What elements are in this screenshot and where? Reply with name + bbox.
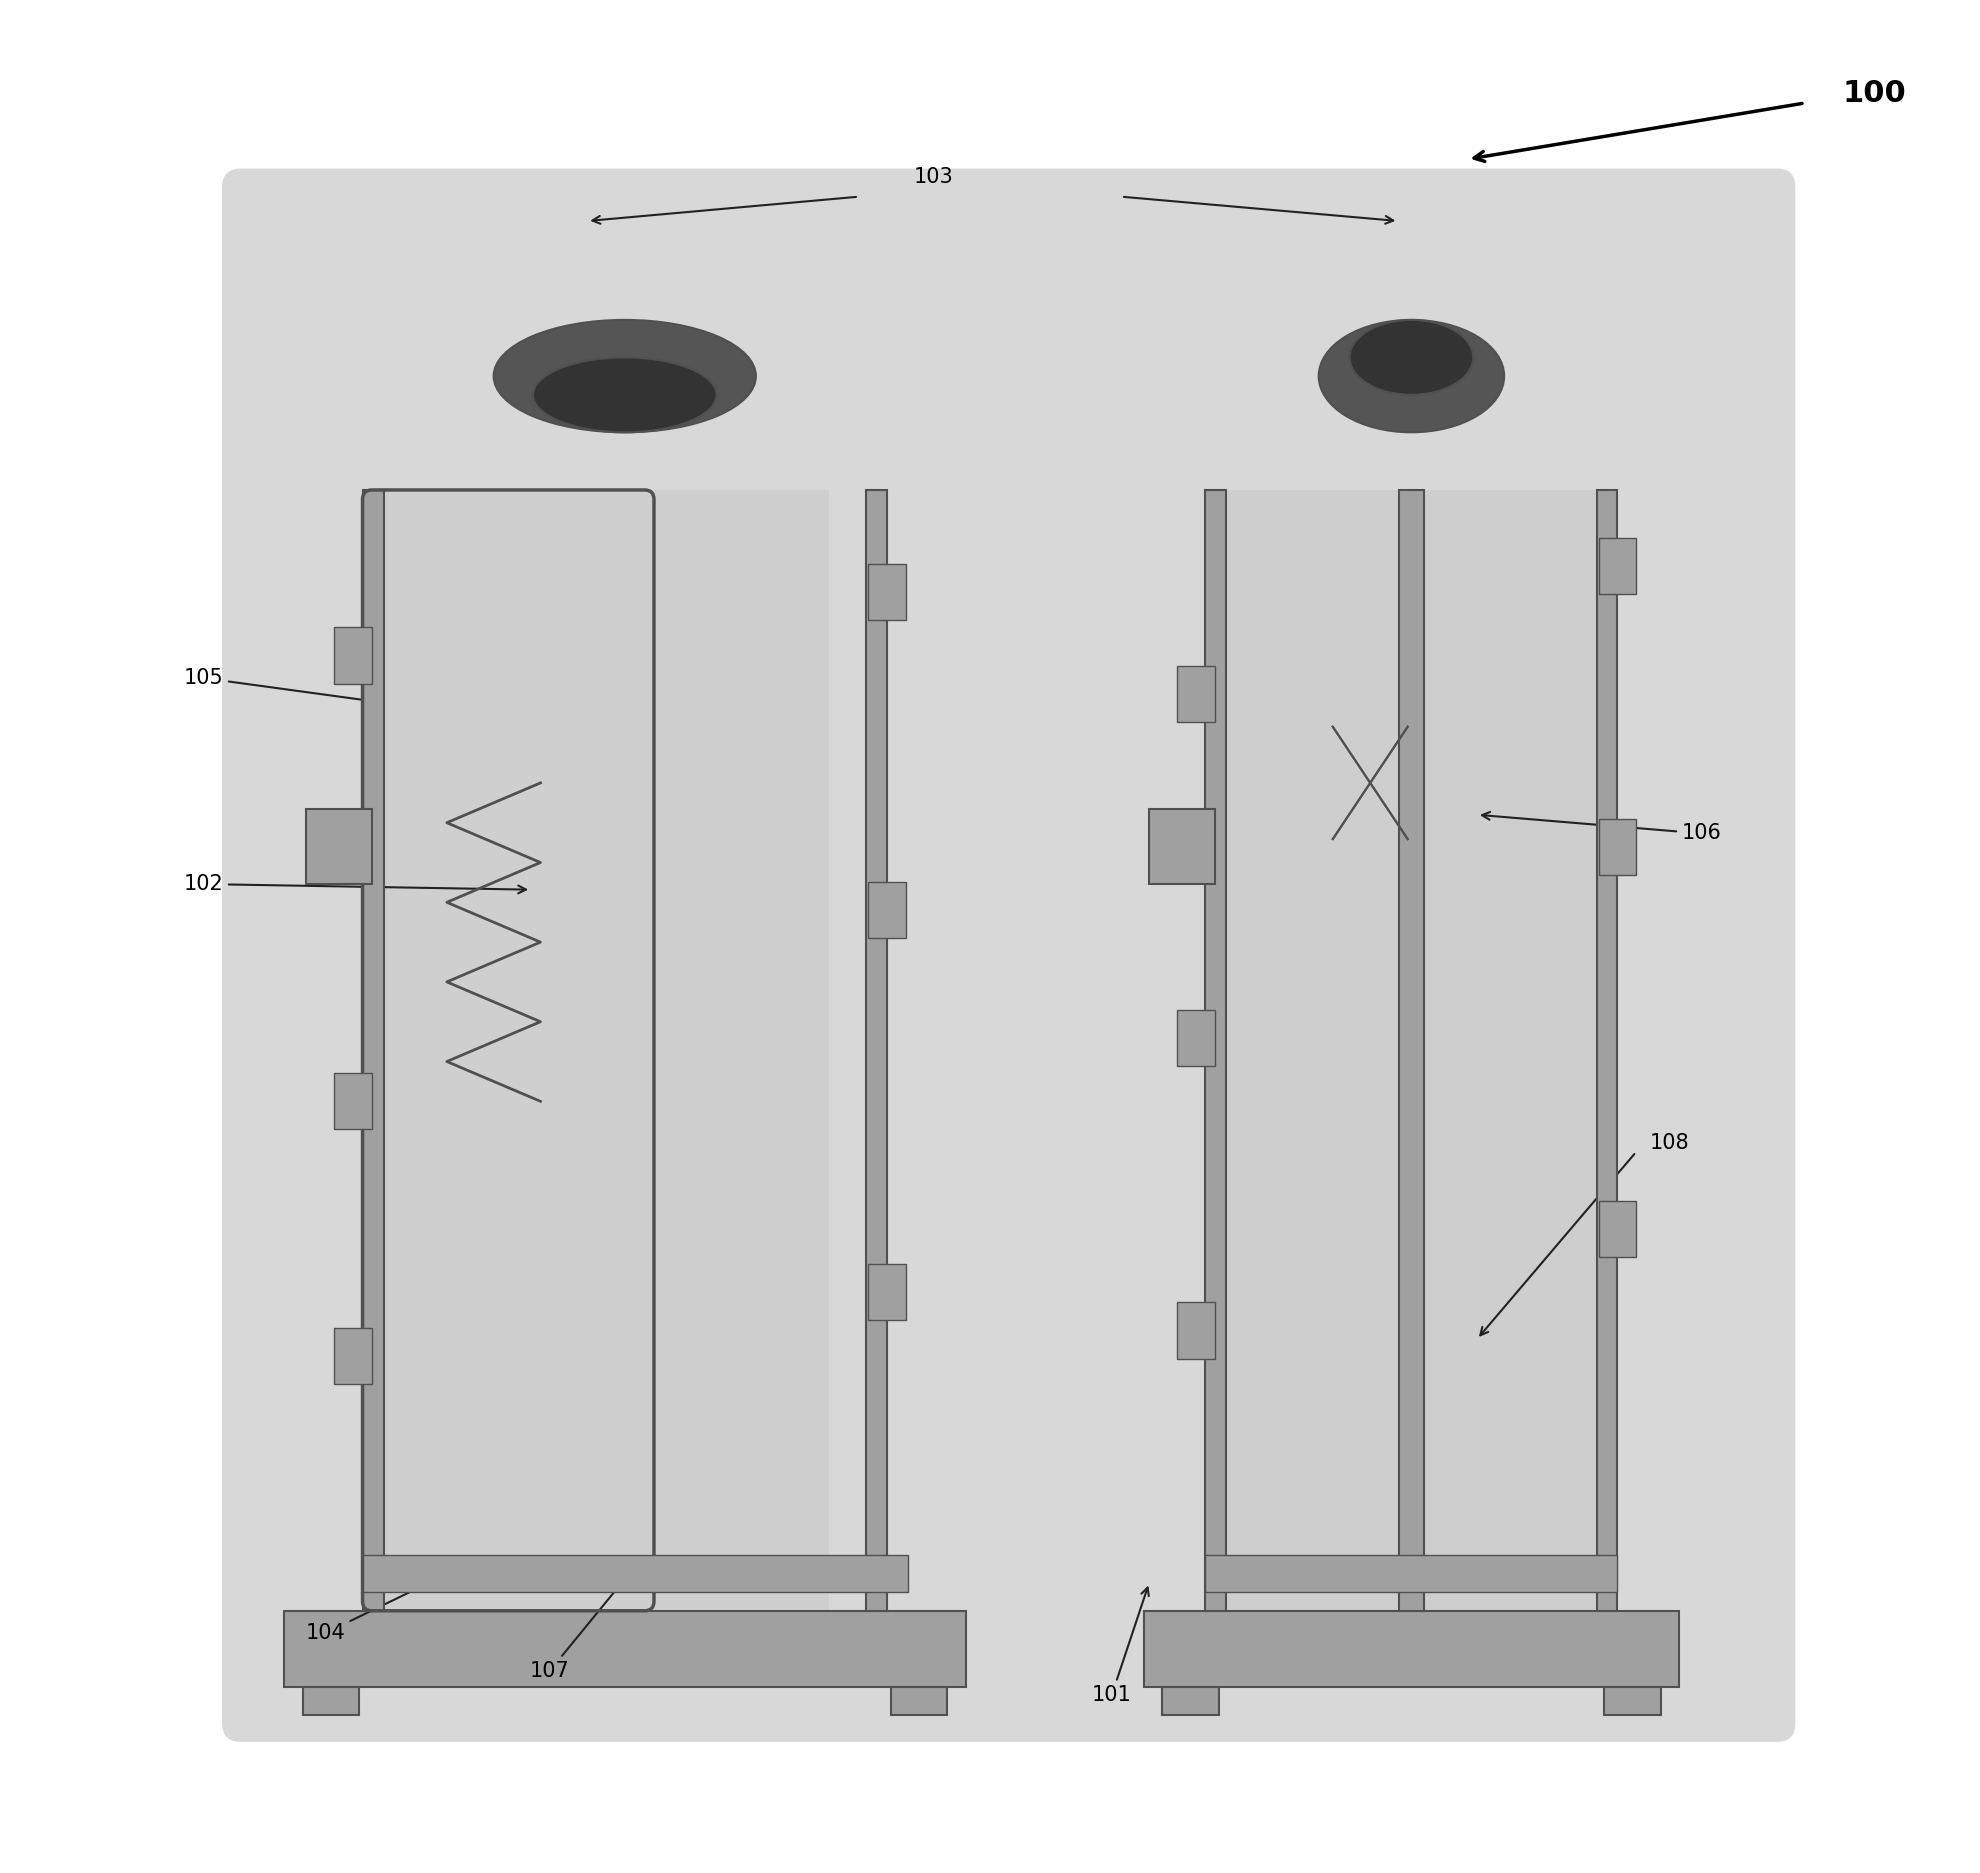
- Bar: [362, 491, 384, 1611]
- Ellipse shape: [493, 320, 756, 433]
- Text: 100: 100: [1841, 79, 1907, 109]
- Text: 101: 101: [1091, 1588, 1148, 1704]
- Text: 108: 108: [1649, 1133, 1689, 1152]
- Bar: [1144, 1611, 1679, 1688]
- Bar: [1604, 1688, 1661, 1716]
- Bar: [1178, 1302, 1216, 1358]
- Bar: [1598, 819, 1635, 875]
- Text: 105: 105: [184, 669, 376, 704]
- Bar: [1598, 538, 1635, 594]
- Bar: [384, 491, 830, 1611]
- Text: 103: 103: [915, 167, 954, 187]
- Bar: [303, 1688, 358, 1716]
- Text: 102: 102: [184, 875, 527, 893]
- Bar: [1148, 809, 1216, 884]
- Bar: [335, 1328, 372, 1384]
- Bar: [1224, 491, 1598, 1611]
- Bar: [1162, 1688, 1218, 1716]
- Bar: [865, 491, 887, 1611]
- Text: 106: 106: [1483, 813, 1723, 843]
- Bar: [1596, 491, 1618, 1611]
- Bar: [869, 564, 905, 620]
- Bar: [1206, 1555, 1618, 1592]
- Bar: [1206, 491, 1226, 1611]
- Bar: [362, 1555, 909, 1592]
- Ellipse shape: [1319, 320, 1505, 433]
- Bar: [869, 1264, 905, 1320]
- Bar: [335, 1073, 372, 1129]
- Text: 107: 107: [531, 1571, 632, 1680]
- Bar: [1400, 491, 1424, 1611]
- Bar: [891, 1688, 946, 1716]
- Bar: [335, 627, 372, 684]
- Bar: [869, 882, 905, 938]
- Bar: [1178, 665, 1216, 721]
- Bar: [1598, 1201, 1635, 1257]
- Bar: [1178, 1010, 1216, 1066]
- Bar: [283, 1611, 966, 1688]
- Text: 104: 104: [305, 1571, 451, 1643]
- FancyBboxPatch shape: [222, 169, 1796, 1742]
- Ellipse shape: [1350, 320, 1473, 395]
- Ellipse shape: [533, 358, 717, 433]
- Bar: [307, 809, 372, 884]
